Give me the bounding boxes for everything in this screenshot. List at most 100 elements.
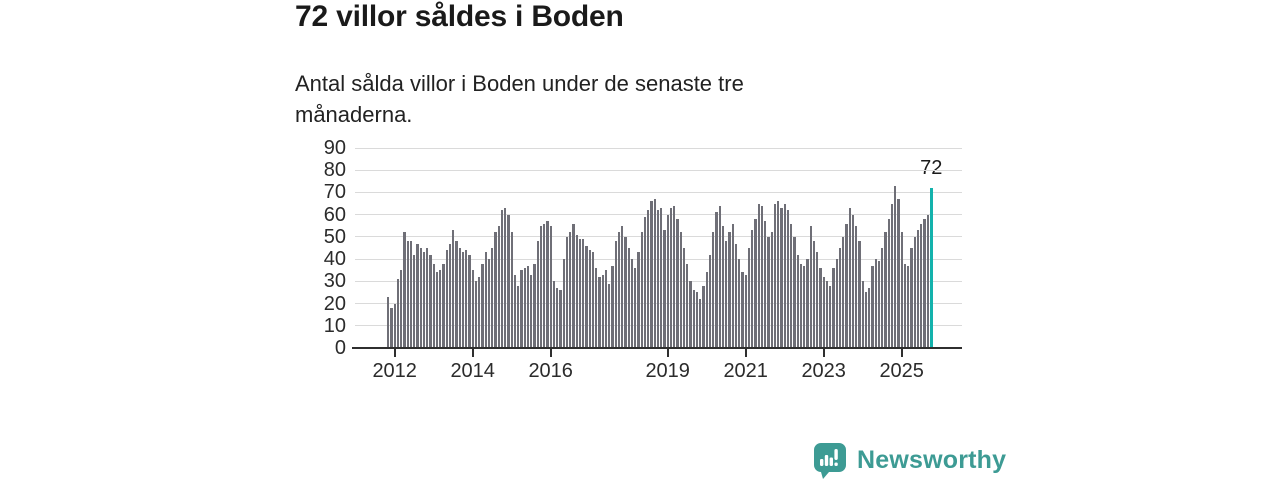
y-axis-tick-label: 70 [323,181,346,204]
y-gridline [355,147,962,149]
bar [734,243,738,348]
bar [894,185,897,348]
newsworthy-icon [814,442,846,479]
bar [838,248,842,348]
bar [617,232,621,348]
bar [634,268,637,348]
bar [721,225,725,348]
x-axis-tick [471,349,474,357]
bar [481,263,484,348]
bar [500,210,504,348]
bar [452,230,455,348]
bar [468,254,471,348]
bar [897,199,900,348]
bar [595,268,598,348]
y-axis-tick-label: 50 [323,225,346,248]
bar [695,292,699,348]
y-axis-tick-label: 90 [323,137,346,159]
bar [637,252,640,348]
x-axis-tick-label: 2021 [723,360,768,382]
y-gridline [355,191,962,193]
bar [907,265,910,348]
bar [871,265,874,348]
bar [757,203,760,348]
bar [806,259,809,348]
bar [484,252,487,348]
bar [715,212,718,348]
bar [442,263,445,348]
y-axis-tick-label: 60 [323,203,346,226]
bar [751,230,754,348]
y-gridline [355,169,962,171]
bar [796,254,799,348]
newsworthy-wordmark: Newsworthy [857,445,1007,474]
bar [458,248,461,348]
bar [539,225,543,348]
bar [903,263,907,348]
bar [825,281,829,348]
bar [471,270,474,348]
bar [510,232,513,348]
chart-subtitle: Antal sålda villor i Boden under de sena… [295,71,744,127]
x-axis-tick [822,349,825,357]
bar [731,223,734,348]
bar [624,236,627,348]
bar [686,263,689,348]
bar [803,265,806,348]
bar [920,223,923,348]
bar [864,292,868,348]
bar [400,270,403,348]
x-axis-tick [900,349,903,357]
bar [689,281,692,348]
bar [413,254,416,348]
bar [409,241,413,348]
bar [588,250,591,348]
bar [403,232,406,348]
bar [426,248,429,348]
bar [816,252,819,348]
bar [764,221,767,348]
bar [435,272,439,348]
bar [640,232,643,348]
bar [790,223,793,348]
bar [773,203,777,348]
bar [786,210,790,348]
bar [770,232,773,348]
bar [465,250,468,348]
bar [881,248,884,348]
bar [549,225,552,348]
bar [387,296,390,348]
bar [627,248,630,348]
bar [725,241,728,348]
bar [422,252,426,348]
bar [712,232,715,348]
y-axis-tick-label: 20 [323,292,346,315]
bar [738,259,741,348]
y-axis-tick-label: 10 [323,314,346,337]
bar [569,232,572,348]
bar [718,205,721,348]
bar [861,281,864,348]
bar [812,241,816,348]
bar [598,276,601,348]
bar [656,210,660,348]
bar [868,288,871,348]
highlighted-bar [929,188,933,348]
bar [643,216,647,348]
bar [793,236,796,348]
bar [494,232,497,348]
bar [455,241,458,348]
bar [507,214,510,348]
bar [660,208,663,348]
x-axis-line [352,347,962,349]
bar [679,232,682,348]
bar [884,232,887,348]
bar [926,214,929,348]
bar [705,272,708,348]
bar [546,221,549,348]
chart-title: 72 villor såldes i Boden [295,0,624,33]
bar [692,290,695,348]
y-axis-tick-label: 40 [323,248,346,271]
bar [744,274,747,348]
bar [559,290,562,348]
